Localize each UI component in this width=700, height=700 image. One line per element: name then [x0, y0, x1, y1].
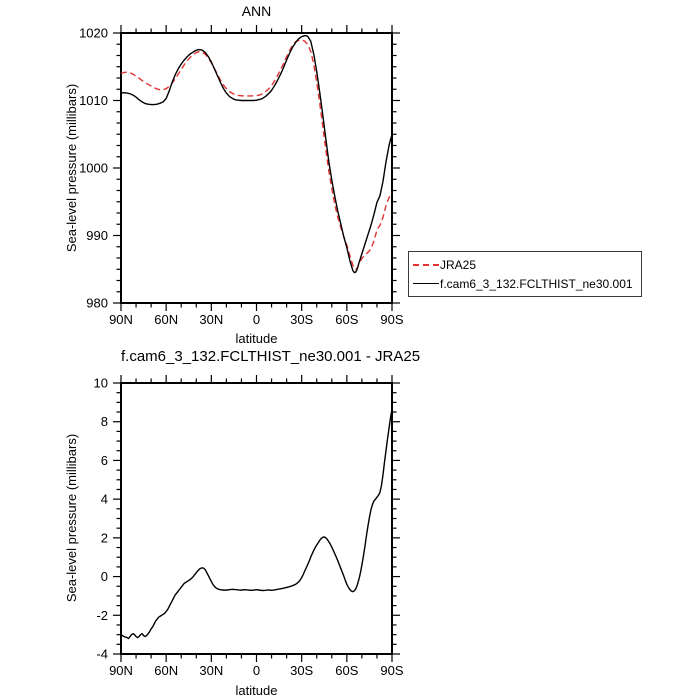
diff-chart-plot: 90N 60N 30N 0 30S 60S 90S -4 -2 0 2 4 6 8 10 — [94, 375, 404, 678]
legend-label: JRA25 — [440, 257, 477, 272]
x-tick-label: 60N — [154, 312, 178, 327]
series-line-model — [120, 409, 393, 640]
x-tick-label: 90N — [109, 312, 133, 327]
x-tick-label: 30N — [199, 312, 223, 327]
series-line-model — [120, 35, 393, 274]
top-chart-title: ANN — [241, 3, 272, 19]
x-tick-label: 0 — [253, 663, 260, 678]
legend-line-sample-solid — [413, 283, 439, 284]
x-tick-label: 0 — [253, 312, 260, 327]
series-line-jra25 — [120, 39, 393, 270]
y-tick-label: 1020 — [79, 26, 108, 41]
y-tick-label: 990 — [86, 228, 108, 243]
legend-line-sample-dashed — [413, 263, 439, 266]
x-tick-label: 60N — [154, 663, 178, 678]
y-tick-label: 6 — [101, 453, 108, 468]
legend-item-jra25: JRA25 — [409, 255, 641, 274]
x-tick-label: 90S — [380, 312, 403, 327]
x-tick-label: 30S — [290, 663, 313, 678]
x-tick-label: 60S — [335, 663, 358, 678]
axis-ticks — [113, 375, 400, 662]
slp-chart-plot: 90N 60N 30N 0 30S 60S 90S 980 990 1000 1010 1020 — [79, 25, 404, 327]
y-tick-label: -2 — [96, 608, 108, 623]
y-tick-label: 1010 — [79, 93, 108, 108]
y-tick-label: 0 — [101, 569, 108, 584]
x-tick-label: 90N — [109, 663, 133, 678]
plot-box — [120, 32, 393, 304]
x-tick-label: 30S — [290, 312, 313, 327]
legend-item-model: f.cam6_3_132.FCLTHIST_ne30.001 — [409, 274, 641, 293]
y-tick-label: 1000 — [79, 161, 108, 176]
y-tick-label: 8 — [101, 414, 108, 429]
bottom-chart-y-axis-label: Sea-level pressure (millibars) — [64, 433, 79, 603]
x-tick-label: 30N — [199, 663, 223, 678]
plot-box — [120, 382, 393, 655]
tick-labels: 90N 60N 30N 0 30S 60S 90S -4 -2 0 2 4 6 8 10 — [94, 376, 404, 679]
bottom-chart-x-axis-label: latitude — [235, 683, 278, 698]
top-chart-x-axis-label: latitude — [235, 331, 278, 346]
bottom-chart-title: f.cam6_3_132.FCLTHIST_ne30.001 - JRA25 — [121, 348, 421, 365]
y-tick-label: 980 — [86, 296, 108, 311]
x-tick-label: 90S — [380, 663, 403, 678]
y-tick-label: -4 — [96, 647, 108, 662]
y-tick-label: 2 — [101, 530, 108, 545]
legend-label: f.cam6_3_132.FCLTHIST_ne30.001 — [440, 276, 633, 291]
legend-box: JRA25 f.cam6_3_132.FCLTHIST_ne30.001 — [408, 251, 642, 297]
top-chart-y-axis-label: Sea-level pressure (millibars) — [64, 83, 79, 253]
x-tick-label: 60S — [335, 312, 358, 327]
tick-labels: 90N 60N 30N 0 30S 60S 90S 980 990 1000 1010 1020 — [79, 26, 404, 328]
y-tick-label: 10 — [94, 376, 108, 391]
y-tick-label: 4 — [101, 492, 108, 507]
